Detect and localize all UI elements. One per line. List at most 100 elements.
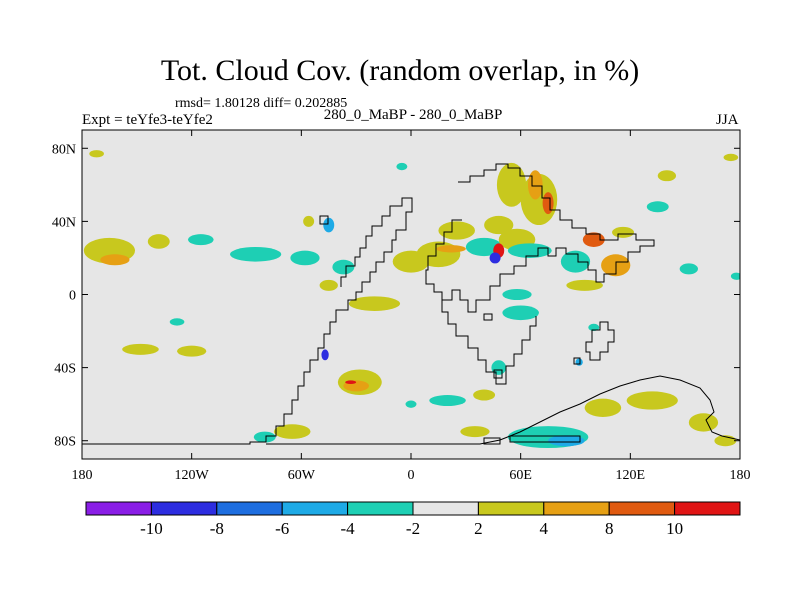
anomaly-patch-48 — [253, 431, 276, 443]
anomaly-patch-3 — [147, 234, 170, 249]
x-tick-label-4: 0 — [408, 468, 415, 483]
continent-outline-africa-west — [425, 219, 462, 300]
continent-outline-americas — [82, 197, 413, 445]
colorbar-bin-5 — [347, 501, 414, 516]
colorbar-bin-9 — [608, 501, 676, 516]
anomaly-patch-46 — [473, 389, 496, 401]
anomaly-patch-2 — [100, 254, 130, 266]
colorbar-label-6: 2 — [474, 519, 483, 538]
anomaly-patch-20 — [484, 215, 514, 235]
anomaly-patch-10 — [332, 259, 355, 275]
anomaly-patch-45 — [429, 395, 466, 406]
x-tick-label-2: 120W — [175, 468, 210, 483]
colorbar-bin-8 — [543, 501, 610, 516]
anomaly-patch-27 — [489, 252, 501, 264]
island-outline-2 — [483, 313, 493, 321]
stats-label: rmsd= 1.80128 diff= 0.202885 — [175, 96, 348, 111]
anomaly-patch-22 — [496, 162, 527, 207]
anomaly-patch-61 — [588, 323, 600, 332]
anomaly-patch-12 — [323, 217, 335, 233]
anomaly-patch-57 — [396, 162, 408, 171]
anomaly-patch-28 — [507, 243, 552, 258]
anomaly-patch-6 — [122, 343, 159, 355]
anomaly-patch-44 — [405, 400, 417, 408]
colorbar-label-9: 10 — [666, 519, 683, 538]
continent-outline-eurasia-africa — [441, 163, 655, 385]
anomaly-patch-30 — [582, 232, 605, 247]
colorbar-bin-6 — [412, 501, 479, 516]
anomaly-patch-32 — [612, 226, 634, 238]
anomaly-patch-9 — [290, 250, 320, 266]
x-axis: 180 120W 60W 0 60E 120E 180 — [72, 130, 751, 483]
chart-title: Tot. Cloud Cov. (random overlap, in %) — [160, 54, 640, 87]
anomaly-patch-8 — [230, 246, 282, 262]
x-tick-label-1: 180 — [72, 468, 93, 483]
y-tick-label-1: 80N — [52, 142, 76, 157]
y-tick-label-2: 40N — [52, 215, 76, 230]
anomaly-patch-13 — [303, 215, 315, 227]
anomaly-patches — [83, 150, 740, 449]
colorbar-bin-2 — [150, 501, 218, 516]
chart-subtitle: 280_0_MaBP - 280_0_MaBP — [323, 107, 503, 123]
x-tick-label-7: 180 — [730, 468, 751, 483]
anomaly-patch-42 — [345, 380, 357, 385]
anomaly-patch-19 — [465, 237, 503, 257]
colorbar-label-1: -10 — [140, 519, 163, 538]
anomaly-patch-39 — [575, 358, 583, 366]
anomaly-patch-14 — [348, 296, 401, 311]
season-label: JJA — [716, 112, 739, 128]
continent-outline-antarctica — [266, 375, 740, 445]
colorbar-bin-3 — [216, 501, 283, 516]
anomaly-patch-4 — [188, 234, 214, 246]
island-outline-6 — [493, 369, 503, 379]
colorbar-bin-4 — [281, 501, 349, 516]
colorbar-label-4: -4 — [341, 519, 356, 538]
colorbar-label-7: 4 — [540, 519, 549, 538]
colorbar-label-5: -2 — [406, 519, 420, 538]
anomaly-patch-7 — [177, 345, 207, 357]
anomaly-patch-60 — [646, 201, 669, 213]
y-tick-label-4: 40S — [54, 362, 76, 377]
y-tick-label-3: 0 — [69, 289, 76, 304]
anomaly-patch-17 — [438, 221, 475, 240]
colorbar-bin-7 — [477, 501, 545, 516]
anomaly-patch-37 — [502, 305, 539, 321]
anomaly-patch-49 — [460, 426, 490, 438]
anomaly-patch-18 — [436, 245, 466, 253]
anomaly-patch-43 — [321, 349, 329, 361]
coastlines — [82, 163, 740, 445]
x-tick-label-5: 60E — [509, 468, 532, 483]
anomaly-patch-25 — [542, 192, 554, 215]
anomaly-patch-54 — [688, 413, 719, 432]
anomaly-patch-24 — [527, 170, 543, 200]
y-tick-label-5: 80S — [54, 435, 76, 450]
island-outline-1 — [319, 215, 329, 225]
anomaly-patch-29 — [560, 250, 591, 273]
continent-outline-australia — [585, 321, 615, 361]
anomaly-patch-36 — [502, 289, 532, 300]
colorbar-label-8: 8 — [605, 519, 614, 538]
anomaly-patch-47 — [273, 424, 311, 439]
island-outline-4 — [509, 435, 581, 443]
anomaly-patch-5 — [169, 318, 185, 326]
anomaly-patch-33 — [679, 263, 698, 275]
anomaly-patch-51 — [548, 435, 585, 447]
colorbar: -10 -8 -6 -4 -2 2 4 8 10 — [85, 501, 741, 538]
colorbar-bin-10 — [674, 501, 741, 516]
colorbar-label-3: -6 — [275, 519, 289, 538]
anomaly-patch-35 — [566, 279, 603, 291]
map-background — [82, 130, 740, 459]
anomaly-patch-58 — [723, 153, 739, 162]
anomaly-patch-11 — [319, 279, 338, 291]
anomaly-patch-52 — [584, 398, 622, 417]
colorbar-bin-1 — [85, 501, 152, 516]
island-outline-5 — [573, 357, 581, 365]
anomaly-patch-53 — [626, 391, 678, 410]
anomaly-patch-59 — [657, 170, 677, 182]
anomaly-patch-34 — [730, 272, 740, 280]
island-outline-3 — [483, 437, 501, 445]
x-tick-label-6: 120E — [616, 468, 646, 483]
y-axis: 80N 40N 0 40S 80S — [52, 142, 740, 450]
anomaly-patch-56 — [89, 150, 104, 158]
